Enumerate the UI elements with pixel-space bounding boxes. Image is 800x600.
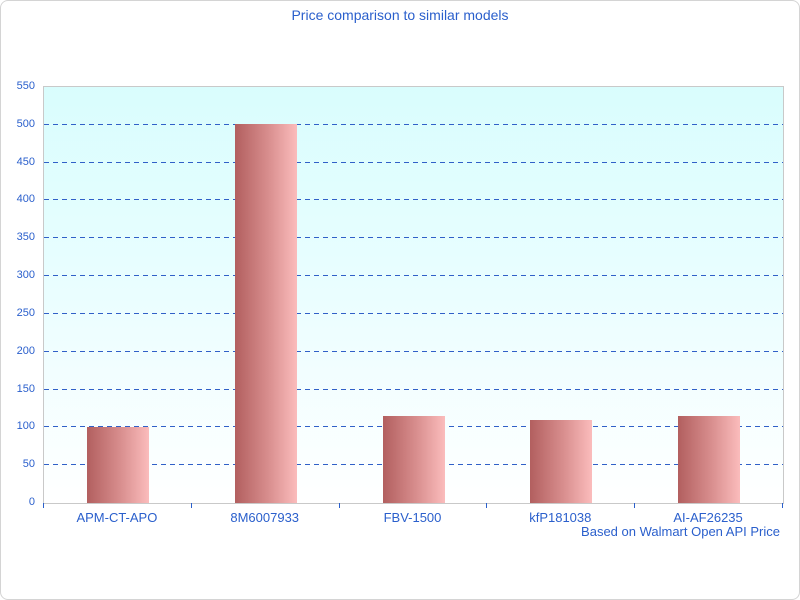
x-axis-label-8M6007933: 8M6007933 [230, 510, 300, 525]
x-axis-label-FBV-1500: FBV-1500 [383, 510, 442, 525]
gridline-500 [44, 123, 783, 125]
gridline-200 [44, 350, 783, 352]
gridline-300 [44, 275, 783, 277]
y-axis-label-200: 200 [16, 344, 35, 357]
y-axis-label-400: 400 [16, 193, 35, 206]
x-axis-tick [338, 503, 340, 508]
gridline-150 [44, 388, 783, 390]
bar-AI-AF26235 [678, 416, 741, 503]
gridline-350 [44, 237, 783, 239]
y-axis-label-550: 550 [16, 80, 35, 92]
y-axis-label-150: 150 [16, 382, 35, 395]
gridline-400 [44, 199, 783, 201]
bar-APM-CT-APO [86, 426, 149, 503]
x-axis-tick [486, 503, 488, 508]
y-axis-label-450: 450 [16, 155, 35, 168]
x-axis-label-APM-CT-APO: APM-CT-APO [76, 510, 158, 525]
y-axis-label-300: 300 [16, 269, 35, 282]
chart-title: Price comparison to similar models [291, 7, 509, 23]
plot-area [43, 86, 784, 504]
y-axis-label-500: 500 [16, 117, 35, 130]
bar-8M6007933 [234, 124, 297, 503]
bar-kfP181038 [530, 419, 593, 503]
x-axis-label-AI-AF26235: AI-AF26235 [673, 510, 743, 525]
chart-footnote: Based on Walmart Open API Price [581, 524, 780, 539]
y-axis-label-350: 350 [16, 231, 35, 244]
y-axis-label-50: 50 [22, 458, 35, 471]
gridline-250 [44, 312, 783, 314]
x-axis-tick [190, 503, 192, 508]
x-axis-tick [782, 503, 783, 508]
y-axis-label-250: 250 [16, 306, 35, 319]
x-axis-label-kfP181038: kfP181038 [529, 510, 592, 525]
y-axis-label-0: 0 [28, 496, 35, 508]
gridline-450 [44, 161, 783, 163]
x-axis-tick [634, 503, 636, 508]
bar-FBV-1500 [382, 416, 445, 503]
x-axis-tick [43, 503, 44, 508]
y-axis-label-100: 100 [16, 420, 35, 433]
